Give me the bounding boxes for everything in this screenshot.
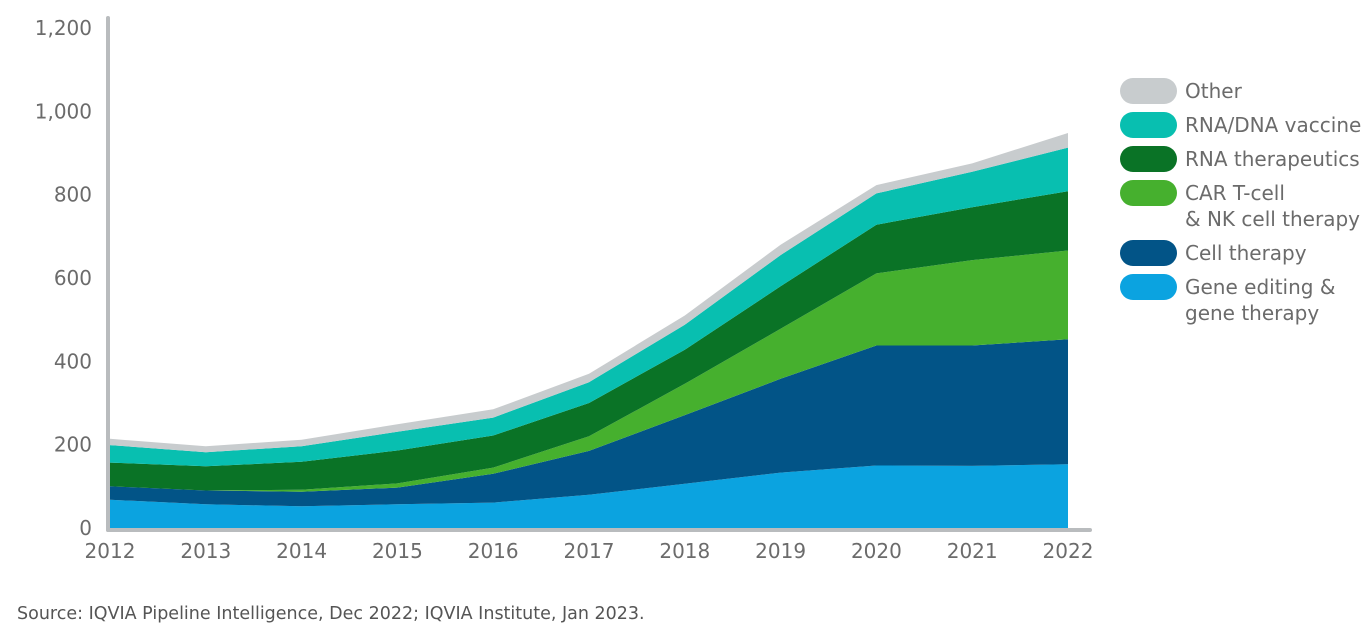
legend-item-cell-therapy: Cell therapy bbox=[1120, 240, 1365, 266]
legend-label: CAR T-cell & NK cell therapy bbox=[1185, 181, 1360, 231]
area-series-0 bbox=[110, 464, 1068, 528]
y-tick-label: 600 bbox=[54, 266, 92, 290]
legend-swatch bbox=[1120, 146, 1177, 172]
area-series-3 bbox=[110, 191, 1068, 491]
legend-swatch bbox=[1120, 78, 1177, 104]
legend-item-other: Other bbox=[1120, 78, 1365, 104]
y-tick-label: 0 bbox=[79, 516, 92, 540]
x-tick-label: 2019 bbox=[755, 539, 806, 563]
area-layers bbox=[110, 133, 1068, 528]
legend-label: RNA therapeutics bbox=[1185, 147, 1360, 171]
x-tick-label: 2016 bbox=[468, 539, 519, 563]
x-tick-labels: 2012 2013 2014 2015 2016 2017 2018 2019 2020 2021… bbox=[85, 539, 1094, 563]
source-note: Source: IQVIA Pipeline Intelligence, Dec… bbox=[17, 604, 645, 624]
legend-item-gene-editing: Gene editing & gene therapy bbox=[1120, 274, 1365, 326]
legend-label: Cell therapy bbox=[1185, 241, 1307, 265]
area-series-4 bbox=[110, 147, 1068, 467]
legend-item-rna-therapeutics: RNA therapeutics bbox=[1120, 146, 1365, 172]
area-series-1 bbox=[110, 339, 1068, 507]
legend-swatch bbox=[1120, 112, 1177, 138]
x-tick-label: 2022 bbox=[1043, 539, 1094, 563]
area-series-2 bbox=[110, 250, 1068, 492]
x-tick-label: 2020 bbox=[851, 539, 902, 563]
y-tick-label: 1,000 bbox=[35, 99, 92, 123]
y-tick-label: 800 bbox=[54, 183, 92, 207]
axes bbox=[106, 16, 1092, 532]
legend-label: Gene editing & gene therapy bbox=[1185, 275, 1336, 325]
x-tick-label: 2013 bbox=[180, 539, 231, 563]
legend-item-car-t-nk: CAR T-cell & NK cell therapy bbox=[1120, 180, 1365, 232]
legend-item-rna-dna-vaccine: RNA/DNA vaccine bbox=[1120, 112, 1365, 138]
x-tick-label: 2018 bbox=[659, 539, 710, 563]
y-tick-label: 200 bbox=[54, 433, 92, 457]
legend-swatch bbox=[1120, 180, 1177, 206]
x-tick-label: 2014 bbox=[276, 539, 327, 563]
legend-label: Other bbox=[1185, 79, 1242, 103]
x-tick-label: 2015 bbox=[372, 539, 423, 563]
y-tick-label: 400 bbox=[54, 349, 92, 373]
y-tick-label: 1,200 bbox=[35, 16, 92, 40]
legend-swatch bbox=[1120, 274, 1177, 300]
x-tick-label: 2012 bbox=[85, 539, 136, 563]
y-tick-labels: 0 200 400 600 800 1,000 1,200 bbox=[35, 16, 92, 540]
legend-label: RNA/DNA vaccine bbox=[1185, 113, 1362, 137]
x-tick-label: 2021 bbox=[947, 539, 998, 563]
legend-swatch bbox=[1120, 240, 1177, 266]
x-tick-label: 2017 bbox=[564, 539, 615, 563]
legend: Other RNA/DNA vaccine RNA therapeutics CAR … bbox=[1120, 78, 1365, 334]
area-series-5 bbox=[110, 133, 1068, 453]
